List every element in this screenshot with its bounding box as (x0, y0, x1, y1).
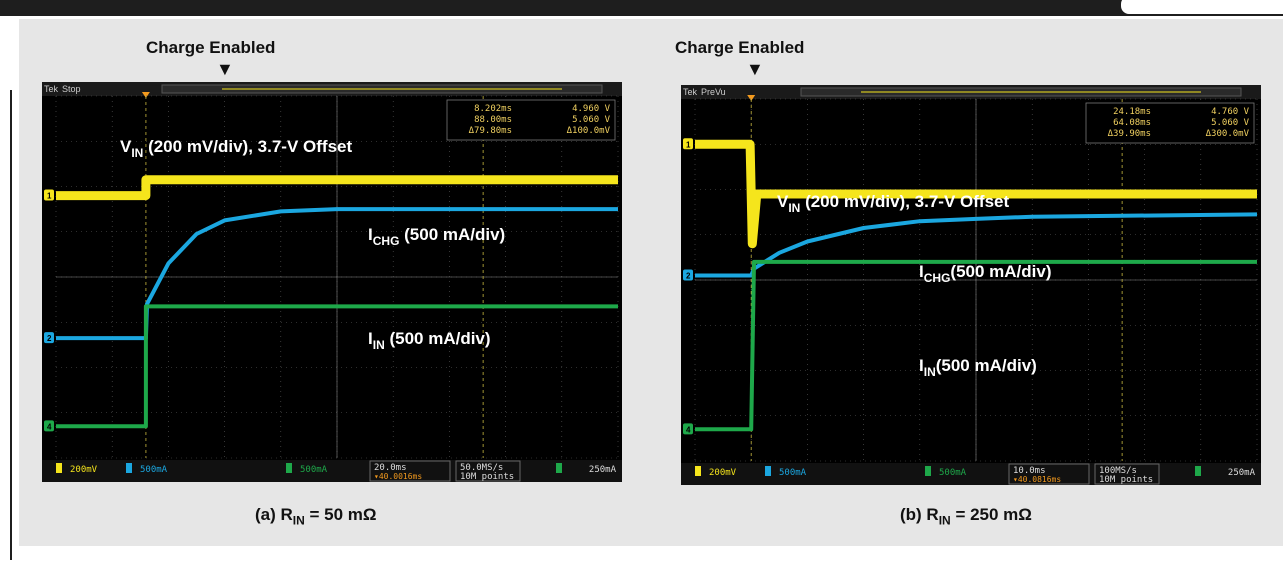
status-ch2: 500mA (140, 465, 168, 475)
caption-b-sub: IN (938, 513, 951, 528)
status-ch1-swatch (56, 463, 62, 473)
left-rule (10, 90, 12, 560)
status-trig-swatch (1195, 466, 1201, 476)
status-trigpos: ▾40.0016ms (374, 472, 422, 481)
status-rate-box (455, 460, 521, 482)
status-time-box (1008, 463, 1090, 485)
scope-brand: Tek (44, 84, 59, 94)
top-rule-tab (1119, 0, 1283, 16)
measurement-box (446, 99, 616, 141)
ch1-marker (683, 138, 693, 150)
label-ichg: ICHG(500 mA/div) (919, 262, 1052, 285)
caption-a-prefix: (a) R (255, 505, 293, 524)
label-vin: VIN (200 mV/div), 3.7-V Offset (120, 137, 352, 160)
header-b: Charge Enabled (675, 38, 805, 57)
measurement-value: 4.960 V (572, 104, 611, 114)
graticule (55, 95, 619, 459)
ch1-marker-label: 1 (47, 192, 52, 201)
status-trig-level: 250mA (1228, 468, 1256, 478)
status-rate-box (1094, 463, 1160, 485)
label-ichg: ICHG (500 mA/div) (368, 225, 505, 248)
trace-ch1 (695, 139, 1257, 249)
ch1-marker (44, 189, 54, 201)
measurement-box (1085, 102, 1255, 144)
status-ch4: 500mA (939, 468, 967, 478)
measurement-time: 24.18ms (1113, 107, 1151, 117)
trace-ch4 (695, 259, 1257, 432)
arrow-down-icon-b: ▼ (746, 59, 764, 79)
label-vin: VIN (200 mV/div), 3.7-V Offset (777, 192, 1009, 215)
measurement-value: 5.060 V (572, 115, 611, 125)
status-trig-swatch (556, 463, 562, 473)
trigger-position-marker (747, 95, 756, 101)
scope-a: Tek Stop 1 2 4 8.202ms 4.960 V 88.00ms 5.060 V Δ7… (42, 82, 622, 482)
ch4-marker (44, 420, 54, 432)
status-ch2: 500mA (779, 468, 807, 478)
measurement-time: Δ79.80ms (469, 126, 512, 136)
scope-state: Stop (62, 84, 81, 94)
scope-state: PreVu (701, 87, 726, 97)
measurement-value: 4.760 V (1211, 107, 1250, 117)
measurement-value: 5.060 V (1211, 118, 1250, 128)
measurement-time: 64.08ms (1113, 118, 1151, 128)
measurement-readout: 8.202ms 4.960 V 88.00ms 5.060 V Δ79.80ms Δ100… (446, 99, 616, 141)
ch4-marker (683, 423, 693, 435)
measurement-time: 8.202ms (474, 104, 512, 114)
ch2-marker (683, 269, 693, 281)
measurement-time: 88.00ms (474, 115, 512, 125)
status-timebase: 10.0ms (1013, 466, 1046, 476)
caption-a-suffix: = 50 mΩ (304, 505, 377, 524)
status-ch1-swatch (695, 466, 701, 476)
caption-a: (a) RIN = 50 mΩ (255, 505, 377, 527)
scope-screen-a: Tek Stop 1 2 4 8.202ms 4.960 V 88.00ms 5.060 V Δ7… (42, 82, 622, 482)
status-points: 10M points (1099, 475, 1153, 485)
measurement-time: Δ39.90ms (1108, 129, 1151, 139)
ch2-marker-label: 2 (47, 334, 52, 343)
ch2-marker-label: 2 (686, 271, 691, 280)
status-trigpos: ▾40.0816ms (1013, 475, 1061, 484)
label-iin: IIN(500 mA/div) (919, 356, 1037, 379)
status-bar: 200mV 500mA 500mA 20.0ms▾40.0016ms 50.0MS/s1… (42, 460, 622, 482)
ch4-marker-label: 4 (47, 422, 52, 431)
caption-a-sub: IN (292, 513, 305, 528)
ch1-marker-label: 1 (686, 140, 691, 149)
top-rule (0, 0, 1283, 16)
measurement-value: Δ300.0mV (1206, 129, 1250, 139)
status-ch4-swatch (925, 466, 931, 476)
trace-ch4 (56, 304, 618, 429)
status-rate: 100MS/s (1099, 466, 1137, 476)
trace-ch1 (56, 175, 618, 201)
status-rate: 50.0MS/s (460, 463, 503, 473)
header-a: Charge Enabled (146, 38, 276, 57)
status-timebase: 20.0ms (374, 463, 407, 473)
status-bg (681, 463, 1261, 485)
status-ch1: 200mV (709, 468, 737, 478)
measurement-value: Δ100.0mV (567, 126, 611, 136)
trigger-position-marker (141, 92, 150, 98)
arrow-down-icon-a: ▼ (216, 59, 234, 79)
status-time-box (369, 460, 451, 482)
label-iin: IIN (500 mA/div) (368, 329, 491, 352)
caption-b-suffix: = 250 mΩ (950, 505, 1032, 524)
status-bar: 200mV 500mA 500mA 10.0ms▾40.0816ms 100MS/s10… (681, 463, 1261, 485)
measurement-readout: 24.18ms 4.760 V 64.08ms 5.060 V Δ39.90ms Δ300… (1085, 102, 1255, 144)
status-points: 10M points (460, 472, 514, 482)
status-ch4: 500mA (300, 465, 328, 475)
ch2-marker (44, 332, 54, 344)
status-trig-level: 250mA (589, 465, 617, 475)
status-ch4-swatch (286, 463, 292, 473)
status-bg (42, 460, 622, 482)
ch4-marker-label: 4 (686, 425, 691, 434)
caption-b: (b) RIN = 250 mΩ (900, 505, 1032, 527)
status-ch1: 200mV (70, 465, 98, 475)
caption-b-prefix: (b) R (900, 505, 939, 524)
scope-brand: Tek (683, 87, 698, 97)
status-ch2-swatch (126, 463, 132, 473)
status-ch2-swatch (765, 466, 771, 476)
